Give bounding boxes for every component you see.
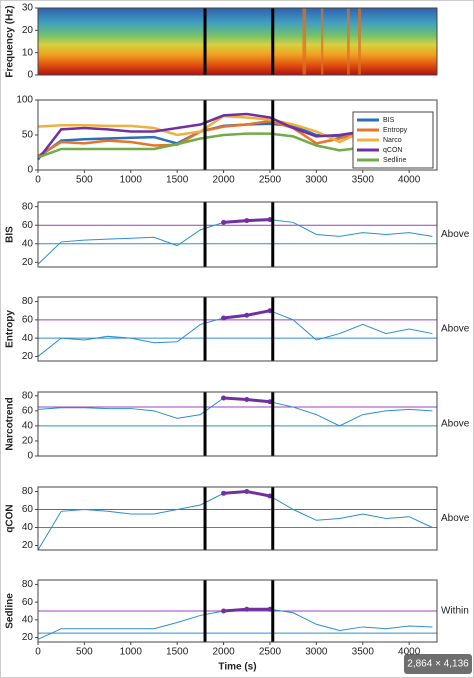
plot-area [38,392,437,456]
plot-area [38,487,437,550]
x-tick-label: 3000 [305,175,328,186]
plot-frame [37,296,438,362]
highlight-line [223,309,271,320]
badge: 2,864 × 4,136 [407,659,469,670]
plot-frame [37,391,438,457]
legend-label: qCON [383,147,402,154]
y-tick-label: 80 [22,201,34,212]
y-axis-label: Frequency (Hz) [5,5,16,77]
y-axis-label: qCON [5,504,16,532]
y-tick-label: 0 [27,165,33,176]
annotation: Above [441,324,470,335]
plot-frame [37,7,438,76]
plot-frame [37,486,438,551]
annotation: Above [441,229,470,240]
legend-label: BIS [383,117,395,124]
plot-area [38,202,437,267]
x-tick-label: 1500 [166,175,189,186]
y-tick-label: 20 [22,351,34,362]
x-tick-label: 2500 [259,647,282,658]
x-tick-label: 1000 [120,175,143,186]
legend-label: Narco [383,137,402,144]
y-tick-label: 0 [27,451,33,462]
y-tick-label: 40 [22,421,34,432]
spectrogram [38,8,437,75]
highlight-line [223,396,271,404]
x-tick-label: 1000 [120,647,143,658]
y-tick-label: 80 [22,579,34,590]
spectrogram-burst [302,8,307,75]
y-tick-label: 0 [27,70,33,81]
y-axis-label: BIS [5,226,16,243]
y-tick-label: 60 [22,405,34,416]
badge-bg [404,654,472,674]
y-tick-label: 20 [22,257,34,268]
y-tick-label: 80 [22,390,34,401]
annotation: Above [441,419,470,430]
y-tick-label: 50 [22,130,34,141]
y-tick-label: 40 [22,522,34,533]
y-tick-label: 80 [22,486,34,497]
y-tick-label: 60 [22,314,34,325]
plot-frame [37,201,438,268]
x-tick-label: 2000 [212,175,235,186]
x-tick-label: 4000 [398,175,421,186]
x-tick-label: 3000 [305,647,328,658]
y-tick-label: 100 [16,95,33,106]
x-tick-label: 500 [76,175,93,186]
x-tick-label: 1500 [166,647,189,658]
y-axis-label: Narcotrend [5,397,16,450]
y-tick-label: 10 [22,47,34,58]
x-axis-label: Time (s) [218,662,256,673]
x-tick-label: 500 [76,647,93,658]
y-tick-label: 20 [22,632,34,643]
y-tick-label: 40 [22,238,34,249]
y-tick-label: 30 [22,3,34,14]
y-axis-label: Entropy [5,310,16,348]
highlight-line [223,218,271,224]
y-tick-label: 60 [22,597,34,608]
y-tick-label: 40 [22,333,34,344]
y-tick-label: 60 [22,220,34,231]
highlight-line [223,607,270,613]
annotation: Within [441,606,469,617]
y-tick-label: 20 [22,25,34,36]
spectrogram-burst [346,8,350,75]
x-tick-label: 0 [35,175,41,186]
y-tick-label: 80 [22,296,34,307]
x-tick-label: 3500 [352,647,375,658]
x-tick-label: 2000 [212,647,235,658]
y-tick-label: 20 [22,540,34,551]
legend-label: Sedline [383,157,406,164]
plot-area [38,297,437,361]
annotation: Above [441,513,470,524]
y-tick-label: 60 [22,504,34,515]
y-tick-label: 20 [22,436,34,447]
spectrogram-burst [321,8,324,75]
spectrogram-burst [358,8,361,75]
y-tick-label: 40 [22,614,34,625]
y-axis-label: Sedline [5,593,16,629]
x-tick-label: 2500 [259,175,282,186]
x-tick-label: 4000 [398,647,421,658]
plot-frame [37,579,438,643]
legend-label: Entropy [383,127,408,134]
x-tick-label: 3500 [352,175,375,186]
x-tick-label: 0 [35,647,41,658]
highlight-line [223,489,271,498]
